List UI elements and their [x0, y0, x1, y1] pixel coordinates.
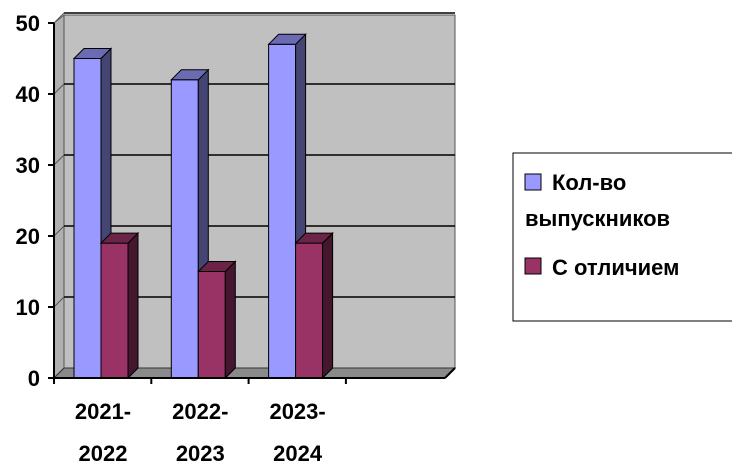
bar-top [170, 69, 210, 81]
legend-swatch-series-1 [524, 173, 542, 191]
bar-front [295, 242, 324, 379]
legend-box [512, 152, 732, 322]
gridline-depth [53, 225, 65, 237]
x-tick-label: 2023- [269, 399, 325, 424]
gridline-depth [53, 296, 65, 308]
x-tick-label: 2022- [172, 399, 228, 424]
y-tick-label: 0 [28, 366, 40, 391]
y-tick-label: 30 [16, 153, 40, 178]
y-tick-label: 50 [16, 11, 40, 36]
legend-label-series-2: С отличием [552, 255, 679, 280]
legend-label-series-1-line-2: выпускников [525, 206, 670, 231]
legend: Кол-во выпускников С отличием [512, 152, 732, 322]
x-tick-label: 2024 [273, 441, 323, 464]
bar-2-3 [294, 231, 334, 380]
x-axis-depth-line [444, 367, 456, 379]
bar-front [100, 242, 129, 379]
x-axis-ticks: 2021- 2022 2022- 2023 2023- 2024 [53, 378, 347, 464]
bar-top [294, 232, 334, 244]
x-tick-label: 2022 [79, 441, 128, 464]
x-tick-label: 2023 [176, 441, 225, 464]
bar-side [322, 231, 334, 380]
bar-top [267, 33, 307, 45]
gridline-depth [53, 12, 65, 24]
bar-front [197, 271, 226, 379]
bar-side [224, 260, 236, 380]
bar-front [170, 79, 199, 379]
bar-top [72, 48, 113, 59]
y-axis-ticks: 0 10 20 30 40 50 [16, 11, 54, 391]
legend-label-series-1-line-1: Кол-во [552, 170, 626, 195]
bar-2-1 [99, 231, 140, 380]
bar-front [73, 58, 102, 379]
plot-left-wall [53, 13, 65, 380]
y-tick-label: 40 [16, 82, 40, 107]
legend-swatch-series-2 [524, 257, 542, 275]
y-tick-label: 20 [16, 224, 40, 249]
bar-2-2 [197, 260, 237, 380]
gridline-depth [53, 83, 65, 95]
x-tick-label: 2021- [75, 399, 131, 424]
bar-front [268, 43, 297, 379]
gridline-depth [53, 154, 65, 166]
bar-top [99, 232, 140, 244]
bar-top [197, 261, 237, 272]
y-tick-label: 10 [16, 295, 40, 320]
bar-side [127, 231, 139, 380]
